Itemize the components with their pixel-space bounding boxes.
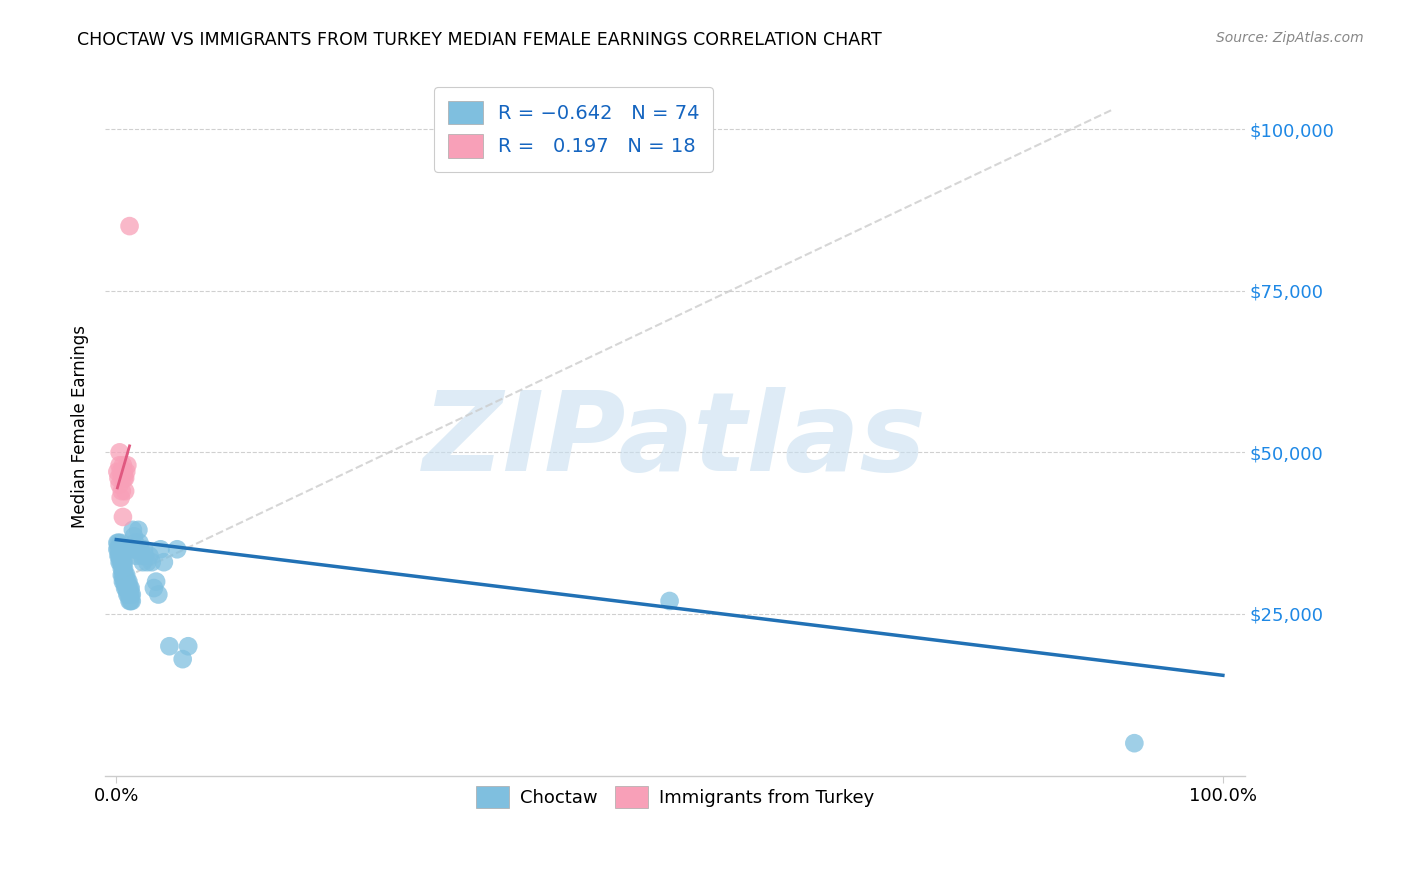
Point bbox=[117, 588, 139, 602]
Point bbox=[112, 555, 135, 569]
Text: Source: ZipAtlas.com: Source: ZipAtlas.com bbox=[1216, 31, 1364, 45]
Point bbox=[172, 652, 194, 666]
Point bbox=[120, 588, 142, 602]
Point bbox=[111, 555, 134, 569]
Point bbox=[148, 588, 170, 602]
Point bbox=[658, 594, 681, 608]
Point bbox=[111, 574, 134, 589]
Point bbox=[149, 542, 172, 557]
Text: ZIPatlas: ZIPatlas bbox=[423, 387, 927, 494]
Point bbox=[131, 549, 153, 563]
Point bbox=[114, 568, 136, 582]
Point bbox=[124, 536, 146, 550]
Y-axis label: Median Female Earnings: Median Female Earnings bbox=[72, 325, 89, 528]
Point bbox=[117, 581, 139, 595]
Point bbox=[110, 542, 132, 557]
Point bbox=[1123, 736, 1146, 750]
Point bbox=[111, 568, 134, 582]
Point bbox=[122, 542, 145, 557]
Point bbox=[111, 510, 134, 524]
Point bbox=[111, 568, 134, 582]
Point bbox=[110, 465, 132, 479]
Point bbox=[108, 542, 131, 557]
Point bbox=[127, 542, 149, 557]
Point bbox=[107, 542, 129, 557]
Point bbox=[107, 549, 129, 563]
Point bbox=[141, 555, 163, 569]
Point bbox=[111, 555, 134, 569]
Point bbox=[111, 484, 134, 499]
Point bbox=[112, 465, 135, 479]
Point bbox=[115, 568, 138, 582]
Point bbox=[142, 581, 165, 595]
Point bbox=[118, 588, 141, 602]
Point bbox=[111, 562, 134, 576]
Point bbox=[129, 542, 152, 557]
Point bbox=[112, 574, 135, 589]
Point bbox=[138, 549, 160, 563]
Point bbox=[108, 549, 131, 563]
Point bbox=[117, 588, 139, 602]
Point bbox=[111, 549, 134, 563]
Point bbox=[121, 588, 143, 602]
Point bbox=[115, 574, 138, 589]
Point bbox=[112, 471, 135, 485]
Point bbox=[117, 574, 139, 589]
Point bbox=[108, 549, 131, 563]
Point bbox=[117, 458, 139, 473]
Point bbox=[110, 491, 132, 505]
Point bbox=[114, 574, 136, 589]
Point bbox=[177, 639, 200, 653]
Point bbox=[108, 458, 131, 473]
Point bbox=[105, 465, 128, 479]
Text: CHOCTAW VS IMMIGRANTS FROM TURKEY MEDIAN FEMALE EARNINGS CORRELATION CHART: CHOCTAW VS IMMIGRANTS FROM TURKEY MEDIAN… bbox=[77, 31, 882, 49]
Point bbox=[111, 458, 134, 473]
Point bbox=[118, 581, 141, 595]
Point bbox=[157, 639, 180, 653]
Point bbox=[145, 574, 167, 589]
Point bbox=[118, 594, 141, 608]
Point bbox=[108, 555, 131, 569]
Point bbox=[120, 594, 142, 608]
Point bbox=[136, 555, 159, 569]
Point bbox=[166, 542, 188, 557]
Point bbox=[110, 555, 132, 569]
Point bbox=[105, 536, 128, 550]
Point bbox=[111, 562, 134, 576]
Point bbox=[114, 484, 136, 499]
Point bbox=[122, 529, 145, 543]
Point bbox=[122, 523, 145, 537]
Point bbox=[114, 581, 136, 595]
Legend: Choctaw, Immigrants from Turkey: Choctaw, Immigrants from Turkey bbox=[470, 779, 882, 815]
Point bbox=[134, 549, 156, 563]
Point bbox=[108, 445, 131, 459]
Point bbox=[117, 574, 139, 589]
Point bbox=[128, 536, 150, 550]
Point bbox=[105, 542, 128, 557]
Point bbox=[112, 568, 135, 582]
Point bbox=[117, 581, 139, 595]
Point bbox=[115, 581, 138, 595]
Point bbox=[107, 536, 129, 550]
Point bbox=[132, 542, 155, 557]
Point bbox=[111, 471, 134, 485]
Point bbox=[153, 555, 176, 569]
Point bbox=[111, 555, 134, 569]
Point bbox=[112, 562, 135, 576]
Point bbox=[114, 471, 136, 485]
Point bbox=[120, 581, 142, 595]
Point bbox=[110, 549, 132, 563]
Point bbox=[122, 542, 145, 557]
Point bbox=[118, 219, 141, 233]
Point bbox=[108, 477, 131, 491]
Point bbox=[125, 549, 148, 563]
Point bbox=[107, 471, 129, 485]
Point bbox=[121, 594, 143, 608]
Point bbox=[127, 523, 149, 537]
Point bbox=[132, 555, 155, 569]
Point bbox=[115, 465, 138, 479]
Point bbox=[110, 536, 132, 550]
